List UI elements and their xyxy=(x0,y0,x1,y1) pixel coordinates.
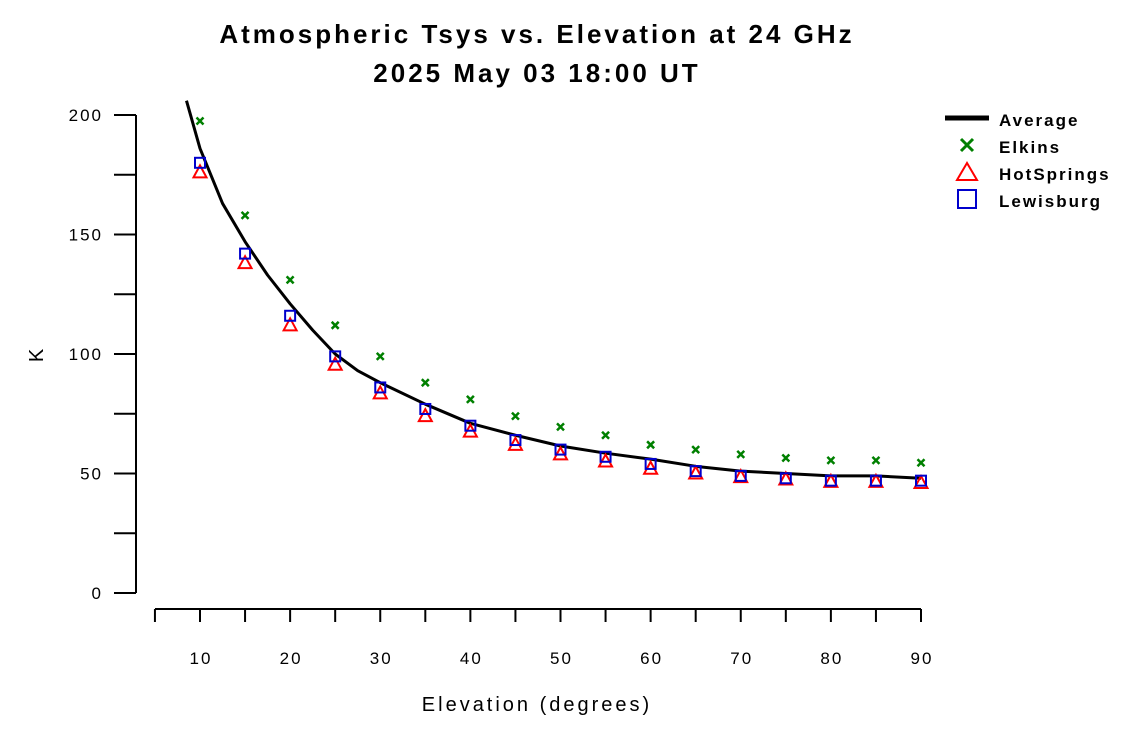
x-tick-label: 60 xyxy=(640,649,663,668)
chart-title: Atmospheric Tsys vs. Elevation at 24 GHz xyxy=(219,19,854,49)
x-ticks: 10 20 30 40 50 60 70 80 90 xyxy=(153,609,934,668)
data-point-lewisburg xyxy=(644,457,657,470)
x-axis-label: Elevation (degrees) xyxy=(422,694,652,716)
x-tick-label: 20 xyxy=(280,649,303,668)
data-point-elkins xyxy=(736,449,746,459)
data-point-elkins xyxy=(511,411,520,421)
data-point-hotsprings xyxy=(732,467,749,484)
data-point-hotsprings xyxy=(777,470,794,486)
legend-swatch-hotsprings xyxy=(955,161,979,181)
data-point-elkins xyxy=(916,458,926,468)
y-tick-label: 200 xyxy=(69,106,103,125)
legend-label-average: Average xyxy=(999,111,1079,130)
x-tick-label: 80 xyxy=(820,649,843,668)
legend: Average Elkins HotSprings Lewisburg xyxy=(945,111,1111,211)
x-tick-label: 40 xyxy=(460,649,483,668)
data-point-hotsprings xyxy=(417,407,434,423)
data-point-elkins xyxy=(556,422,565,432)
data-point-hotsprings xyxy=(281,316,299,332)
data-point-lewisburg xyxy=(284,309,297,322)
data-point-elkins xyxy=(330,320,340,330)
y-tick-label: 100 xyxy=(69,345,103,364)
data-point-hotsprings xyxy=(642,459,659,475)
x-tick-label: 30 xyxy=(370,649,393,668)
legend-swatch-lewisburg xyxy=(957,189,977,209)
y-tick-label: 50 xyxy=(80,465,103,484)
x-tick-label: 10 xyxy=(190,649,213,668)
data-point-lewisburg xyxy=(509,434,522,447)
data-point-hotsprings xyxy=(912,473,930,490)
plot-area xyxy=(185,100,930,490)
y-axis: 0 50 100 150 200 xyxy=(69,106,137,603)
data-point-lewisburg xyxy=(194,156,206,169)
x-tick-label: 70 xyxy=(730,649,753,668)
x-axis: 10 20 30 40 50 60 70 80 90 xyxy=(153,608,934,668)
legend-label-elkins: Elkins xyxy=(999,138,1061,157)
data-point-lewisburg xyxy=(689,465,702,478)
data-point-lewisburg xyxy=(734,469,747,482)
data-point-elkins xyxy=(375,352,385,361)
data-point-elkins xyxy=(781,453,791,463)
data-point-elkins xyxy=(646,440,656,450)
y-axis-label: K xyxy=(26,346,48,362)
data-point-elkins xyxy=(195,116,205,126)
data-point-lewisburg xyxy=(239,247,252,260)
data-point-elkins xyxy=(420,378,430,388)
series-elkins xyxy=(195,116,926,468)
data-point-lewisburg xyxy=(915,474,927,487)
data-point-elkins xyxy=(240,210,250,220)
data-point-hotsprings xyxy=(236,254,254,270)
data-point-elkins xyxy=(871,455,881,465)
legend-label-lewisburg: Lewisburg xyxy=(999,192,1102,211)
x-tick-label: 50 xyxy=(550,649,573,668)
data-point-elkins xyxy=(691,445,701,454)
y-tick-label: 0 xyxy=(92,584,103,603)
data-point-lewisburg xyxy=(464,419,477,432)
data-point-lewisburg xyxy=(869,474,882,487)
data-point-elkins xyxy=(826,455,836,465)
data-point-hotsprings xyxy=(867,472,885,488)
data-point-lewisburg xyxy=(824,474,837,487)
data-point-lewisburg xyxy=(779,472,792,485)
data-point-hotsprings xyxy=(822,472,840,488)
y-ticks: 0 50 100 150 200 xyxy=(69,106,136,603)
data-point-elkins xyxy=(601,430,610,440)
chart-subtitle: 2025 May 03 18:00 UT xyxy=(373,58,700,88)
data-point-lewisburg xyxy=(554,443,567,456)
y-tick-label: 150 xyxy=(69,226,103,245)
data-point-hotsprings xyxy=(597,452,614,468)
data-point-lewisburg xyxy=(329,350,342,363)
legend-swatch-elkins xyxy=(959,137,975,153)
data-point-lewisburg xyxy=(599,450,612,463)
series-lewisburg xyxy=(194,156,927,487)
legend-label-hotsprings: HotSprings xyxy=(999,165,1111,184)
data-point-hotsprings xyxy=(327,355,344,371)
x-tick-label: 90 xyxy=(911,649,934,668)
data-point-hotsprings xyxy=(191,163,209,179)
data-point-hotsprings xyxy=(687,464,704,480)
data-point-lewisburg xyxy=(419,402,432,415)
data-point-hotsprings xyxy=(552,445,569,461)
data-point-lewisburg xyxy=(374,381,387,394)
data-point-elkins xyxy=(285,275,295,285)
data-point-hotsprings xyxy=(507,435,524,451)
data-point-elkins xyxy=(465,395,475,404)
series-line-average xyxy=(185,100,922,480)
series-hotsprings xyxy=(191,163,930,490)
